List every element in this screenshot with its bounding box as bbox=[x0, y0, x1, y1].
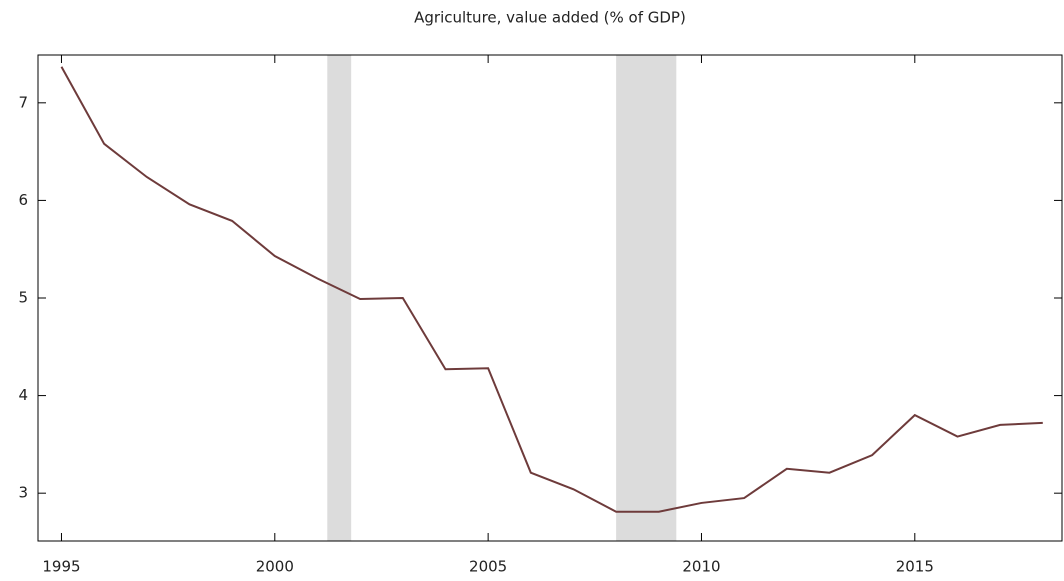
shaded-range bbox=[616, 55, 677, 541]
x-tick-label: 1995 bbox=[42, 558, 80, 576]
x-tick-label: 2015 bbox=[896, 558, 934, 576]
plot-frame bbox=[37, 54, 1063, 542]
shaded-range bbox=[327, 55, 352, 541]
x-tick-label: 2010 bbox=[682, 558, 720, 576]
y-tick-label: 7 bbox=[18, 93, 28, 111]
y-tick-label: 6 bbox=[18, 191, 28, 209]
x-tick-label: 2000 bbox=[256, 558, 294, 576]
y-tick-label: 5 bbox=[18, 289, 28, 307]
x-tick-label: 2005 bbox=[469, 558, 507, 576]
series-line bbox=[60, 66, 1043, 513]
chart-title: Agriculture, value added (% of GDP) bbox=[414, 9, 686, 27]
y-tick-label: 3 bbox=[18, 484, 28, 502]
y-tick-label: 4 bbox=[18, 386, 28, 404]
